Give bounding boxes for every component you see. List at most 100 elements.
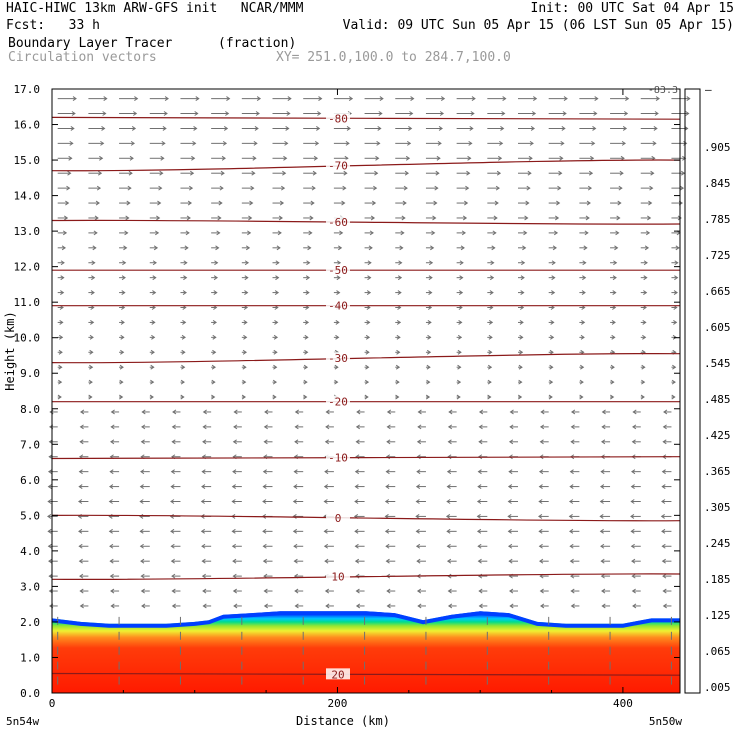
vector-arrow-head: [529, 140, 534, 146]
vector-arrow-head: [307, 245, 312, 251]
vector-arrow-head: [655, 96, 660, 102]
colorbar-label: .305: [704, 501, 731, 514]
vector-arrow-head: [219, 185, 224, 191]
vector-arrow-head: [561, 126, 566, 131]
vector-arrow-head: [310, 200, 315, 206]
vector-arrow-head: [181, 334, 186, 340]
vector-arrow-head: [519, 334, 524, 340]
vector-arrow-head: [395, 394, 400, 400]
vector-arrow-head: [180, 394, 185, 400]
vector-arrow-head: [94, 215, 99, 221]
vector-arrow-head: [78, 543, 83, 549]
vector-arrow-head: [337, 245, 343, 251]
vector-arrow-head: [324, 469, 329, 475]
vector-arrow-head: [563, 96, 568, 102]
vector-arrow-head: [97, 170, 103, 176]
vector-arrow-head: [217, 215, 222, 221]
vector-arrow-head: [523, 230, 528, 236]
vector-arrow-head: [540, 603, 545, 609]
vector-arrow-head: [675, 245, 680, 251]
vector-arrow-head: [457, 349, 462, 355]
vector-arrow-head: [526, 185, 531, 191]
vector-arrow-head: [509, 424, 514, 430]
vector-arrow-head: [539, 588, 544, 594]
vector-arrow-head: [642, 334, 647, 340]
vector-arrow-head: [122, 260, 127, 266]
colorbar-label: .245: [704, 537, 731, 550]
vector-arrow-head: [528, 155, 533, 161]
vector-arrow-head: [318, 96, 323, 102]
vector-arrow-head: [447, 439, 452, 445]
vector-arrow-head: [171, 424, 176, 430]
vector-arrow-head: [519, 320, 524, 325]
vector-arrow-head: [162, 126, 167, 131]
vector-arrow-head: [384, 499, 390, 504]
vector-arrow-head: [323, 484, 329, 489]
vector-arrow-head: [190, 170, 195, 176]
vector-arrow-head: [487, 394, 492, 400]
vector-arrow-head: [403, 185, 408, 191]
vector-arrow-head: [553, 230, 559, 236]
vector-arrow-head: [386, 603, 391, 609]
colorbar-label: .425: [704, 429, 731, 442]
vector-arrow-head: [153, 245, 159, 251]
vector-arrow-head: [618, 185, 623, 191]
vector-arrow-head: [671, 379, 676, 385]
vector-arrow-head: [214, 260, 219, 266]
vector-arrow-head: [273, 364, 278, 370]
vector-arrow-head: [554, 215, 560, 221]
vector-arrow-head: [60, 275, 65, 281]
vector-arrow-head: [459, 260, 464, 266]
vector-arrow-head: [305, 290, 310, 296]
vector-arrow-head: [437, 140, 442, 146]
vector-arrow-head: [274, 320, 279, 325]
vector-arrow-head: [587, 185, 593, 191]
vector-arrow-head: [255, 111, 260, 116]
vector-arrow-head: [58, 349, 63, 355]
vector-arrow-head: [286, 111, 291, 116]
colorbar-label: .065: [704, 645, 731, 658]
vector-arrow-head: [371, 200, 377, 206]
vector-arrow-head: [461, 230, 467, 236]
vector-arrow-head: [520, 275, 525, 281]
vector-arrow-head: [686, 96, 691, 102]
vector-arrow-head: [164, 96, 169, 102]
vector-arrow-head: [621, 140, 626, 146]
vector-arrow-head: [294, 424, 299, 430]
vector-arrow-head: [120, 320, 125, 325]
vector-arrow-head: [649, 185, 654, 191]
vector-arrow-head: [66, 185, 71, 191]
vector-arrow-head: [432, 215, 437, 221]
vector-arrow-head: [440, 96, 446, 102]
vector-arrow-head: [488, 334, 493, 340]
vector-arrow-head: [662, 603, 667, 609]
vector-arrow-head: [460, 245, 465, 251]
vector-arrow-head: [201, 573, 206, 579]
vector-arrow-head: [282, 170, 287, 176]
vector-arrow-head: [241, 394, 246, 400]
vector-arrow-head: [101, 126, 106, 131]
vector-arrow-head: [661, 543, 666, 549]
vector-arrow-head: [684, 126, 689, 131]
vector-arrow-head: [431, 230, 436, 236]
vector-arrow-head: [79, 439, 84, 445]
vector-arrow-head: [591, 140, 596, 146]
isotherm-label: -80: [328, 112, 348, 125]
vector-arrow-head: [67, 170, 72, 176]
vector-arrow-head: [560, 140, 565, 146]
vector-arrow-head: [121, 275, 126, 281]
vector-arrow-head: [617, 200, 622, 206]
field-units: (fraction): [218, 36, 297, 51]
vector-arrow-head: [632, 409, 637, 415]
vector-arrow-head: [630, 528, 635, 534]
vector-arrow-head: [620, 155, 625, 161]
vector-arrow-head: [233, 424, 238, 430]
y-tick-label: 4.0: [20, 545, 40, 558]
vector-arrow-head: [88, 394, 93, 400]
vector-arrow-head: [292, 514, 297, 519]
vector-arrow-head: [376, 140, 381, 146]
vector-arrow-head: [518, 364, 523, 370]
vector-arrow-head: [647, 215, 652, 221]
vector-arrow-head: [581, 290, 586, 296]
colorbar-label: .185: [704, 573, 731, 586]
